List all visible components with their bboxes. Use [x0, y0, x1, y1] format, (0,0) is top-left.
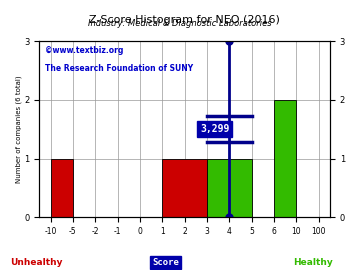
Text: ©www.textbiz.org: ©www.textbiz.org [45, 46, 123, 55]
Text: Score: Score [152, 258, 179, 267]
Bar [50, 158, 73, 217]
Title: Z-Score Histogram for NEO (2016): Z-Score Histogram for NEO (2016) [89, 15, 280, 25]
Bar [207, 158, 252, 217]
Text: Unhealthy: Unhealthy [10, 258, 62, 267]
Text: Industry: Medical & Diagnostic Laboratories: Industry: Medical & Diagnostic Laborator… [88, 19, 272, 28]
Y-axis label: Number of companies (6 total): Number of companies (6 total) [15, 75, 22, 183]
Bar [162, 158, 207, 217]
Text: 3,299: 3,299 [200, 124, 229, 134]
Text: Healthy: Healthy [293, 258, 333, 267]
Text: The Research Foundation of SUNY: The Research Foundation of SUNY [45, 64, 193, 73]
Bar [274, 100, 296, 217]
